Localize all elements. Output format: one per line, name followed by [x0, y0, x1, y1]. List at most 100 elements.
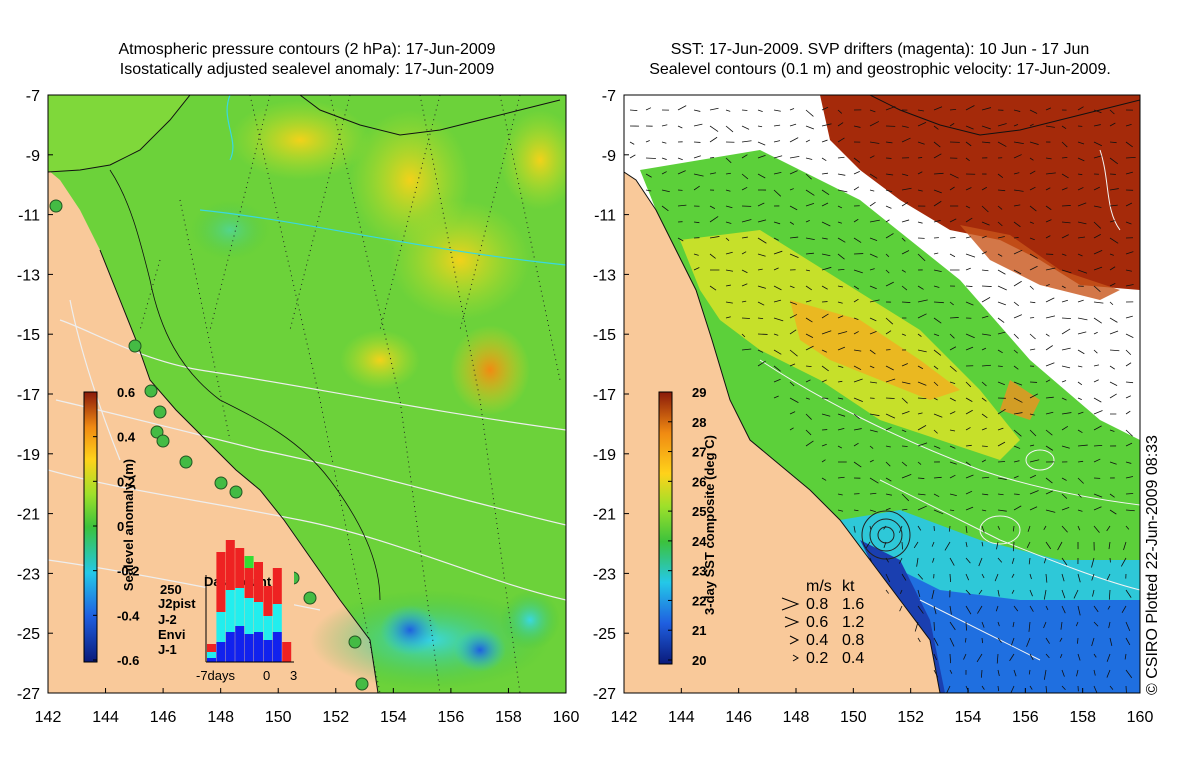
velocity-vector — [1077, 653, 1081, 661]
velocity-vector — [837, 380, 843, 383]
velocity-vector — [853, 331, 859, 335]
left-colorbar-label: Sealevel anomaly (m) — [121, 459, 136, 591]
velocity-vector — [899, 525, 903, 533]
velocity-vector — [1061, 477, 1067, 481]
velocity-vector — [981, 509, 987, 512]
velocity-vector — [981, 493, 989, 496]
right-colorbar-label: 3-day SST composite (deg C) — [702, 435, 717, 615]
velocity-vector — [1093, 685, 1098, 693]
velocity-vector — [965, 105, 975, 111]
velocity-vector — [933, 621, 935, 631]
legend-mission-j2: J-2 — [158, 612, 177, 627]
y-tick-label: -25 — [17, 626, 40, 643]
velocity-vector — [709, 136, 718, 143]
velocity-vector — [853, 428, 862, 431]
y-tick-label: -9 — [26, 148, 40, 165]
velocity-vector — [757, 173, 766, 179]
velocity-vector — [1093, 397, 1102, 403]
velocity-vector — [693, 109, 701, 112]
velocity-vector — [981, 621, 985, 628]
velocity-vector — [949, 605, 952, 615]
velocity-vector — [1013, 412, 1023, 415]
velocity-vector — [693, 267, 700, 271]
velocity-vector — [917, 493, 926, 496]
velocity-vector — [1061, 328, 1071, 335]
velocity-vector — [997, 589, 1000, 597]
velocity-vector — [1125, 251, 1134, 255]
velocity-vector — [1093, 317, 1102, 324]
velocity-vector — [885, 205, 892, 209]
velocity-vector — [949, 381, 956, 385]
histogram-bar-segment — [207, 644, 216, 652]
histogram-bar-segment — [244, 634, 254, 662]
velocity-vector — [885, 173, 894, 176]
velocity-vector — [949, 557, 955, 566]
velocity-vector — [933, 219, 941, 223]
y-tick-label: -21 — [17, 507, 40, 524]
velocity-vector — [917, 425, 927, 431]
velocity-vector — [1061, 347, 1071, 351]
velocity-vector — [1061, 573, 1065, 582]
histogram-bar-segment — [272, 604, 282, 632]
right-title-line2: Sealevel contours (0.1 m) and geostrophi… — [649, 61, 1111, 78]
velocity-vector — [1013, 349, 1018, 354]
velocity-vector — [899, 605, 903, 612]
velocity-vector — [1108, 589, 1111, 600]
velocity-vector — [1124, 653, 1127, 660]
velocity-vector — [869, 445, 874, 449]
velocity-vector — [1077, 429, 1083, 434]
velocity-vector — [885, 493, 892, 496]
velocity-vector — [773, 349, 782, 355]
velocity-vector — [949, 365, 957, 372]
velocity-vector — [997, 408, 1006, 415]
velocity-vector — [1093, 349, 1098, 354]
histogram-bar-segment — [282, 642, 292, 662]
velocity-vector — [1013, 314, 1022, 319]
velocity-vector — [949, 253, 956, 258]
right-new-guinea-coast — [869, 95, 1140, 136]
y-tick-label: -11 — [18, 208, 40, 225]
velocity-vector — [821, 123, 832, 127]
velocity-vector — [1093, 669, 1096, 676]
histogram-bar-segment — [216, 612, 226, 642]
velocity-vector — [949, 333, 955, 339]
velocity-vector — [789, 329, 797, 335]
velocity-vector — [917, 589, 921, 598]
velocity-vector — [1029, 170, 1036, 175]
velocity-vector — [885, 589, 889, 594]
colorbar-tick-label: 0.2 — [117, 474, 135, 489]
velocity-vector — [981, 427, 987, 431]
velocity-vector — [693, 253, 699, 256]
velocity-vector — [805, 429, 812, 436]
velocity-vector — [1077, 349, 1085, 355]
velocity-vector — [709, 156, 715, 159]
velocity-vector — [725, 221, 732, 224]
velocity-vector — [1093, 266, 1103, 271]
velocity-vector — [965, 333, 975, 339]
velocity-vector — [965, 409, 973, 415]
velocity-vector — [981, 459, 986, 463]
velocity-vector — [949, 653, 952, 664]
velocity-vector — [757, 268, 763, 271]
velocity-vector — [885, 365, 894, 371]
velocity-vector — [981, 525, 985, 533]
credit-label: © CSIRO Plotted 22-Jun-2009 08:33 — [1144, 435, 1161, 695]
velocity-vector — [741, 186, 748, 191]
colorbar-tick-label: 0.6 — [117, 385, 135, 400]
velocity-vector — [917, 412, 923, 415]
velocity-vector — [1013, 475, 1019, 479]
velocity-vector — [1045, 297, 1055, 303]
velocity-vector — [981, 315, 989, 319]
velocity-vector — [805, 173, 812, 180]
velocity-vector — [1109, 637, 1113, 646]
velocity-vector — [773, 333, 779, 336]
velocity-vector — [1077, 444, 1088, 447]
velocity-vector — [869, 365, 875, 369]
velocity-vector — [1076, 669, 1079, 677]
velocity-vector — [964, 637, 967, 643]
left-panel-title: Atmospheric pressure contours (2 hPa): 1… — [48, 40, 566, 80]
velocity-vector — [917, 299, 928, 303]
velocity-arrow-08 — [781, 597, 800, 611]
velocity-vector — [1125, 637, 1131, 646]
velocity-vector — [978, 589, 983, 595]
